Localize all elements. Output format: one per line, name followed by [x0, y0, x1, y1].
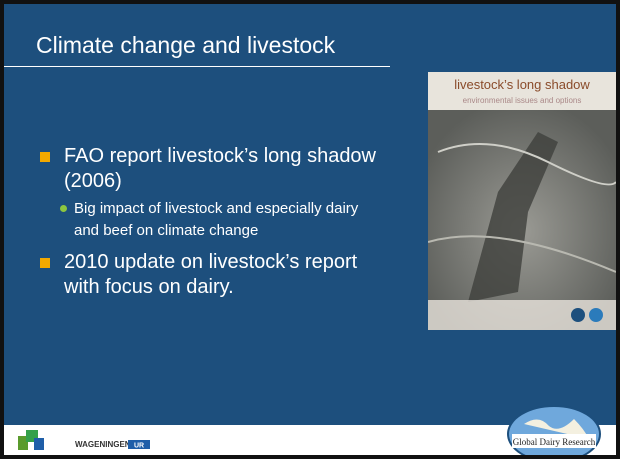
bullet: 2010 update on livestock’s report with f… — [40, 250, 380, 300]
sub-bullet: Big impact of livestock and especially d… — [74, 198, 364, 242]
slide-title: Climate change and livestock — [36, 32, 335, 59]
gdr-text: Global Dairy Research — [513, 437, 596, 447]
book-cover: livestock’s long shadow environmental is… — [428, 72, 616, 330]
wageningen-ur: UR — [134, 443, 144, 450]
wageningen-logo: WAGENINGEN UR — [18, 430, 198, 452]
gdr-logo: Global Dairy Research — [504, 404, 604, 455]
sub-bullet-text: Big impact of livestock and especially d… — [74, 200, 358, 239]
wageningen-text: WAGENINGEN — [75, 440, 131, 449]
cover-title: livestock’s long shadow — [454, 77, 590, 92]
slide-body: Climate change and livestock FAO report … — [4, 4, 616, 425]
cover-subtitle: environmental issues and options — [463, 96, 582, 105]
bullet: FAO report livestock’s long shadow (2006… — [40, 144, 380, 242]
sub-bullet-marker — [60, 205, 67, 212]
bullet-marker — [40, 152, 50, 162]
bullet-text: 2010 update on livestock’s report with f… — [64, 250, 380, 300]
title-rule — [4, 66, 390, 67]
bullet-marker — [40, 258, 50, 268]
bullet-text: FAO report livestock’s long shadow (2006… — [64, 144, 380, 194]
slide: Climate change and livestock FAO report … — [0, 0, 620, 459]
